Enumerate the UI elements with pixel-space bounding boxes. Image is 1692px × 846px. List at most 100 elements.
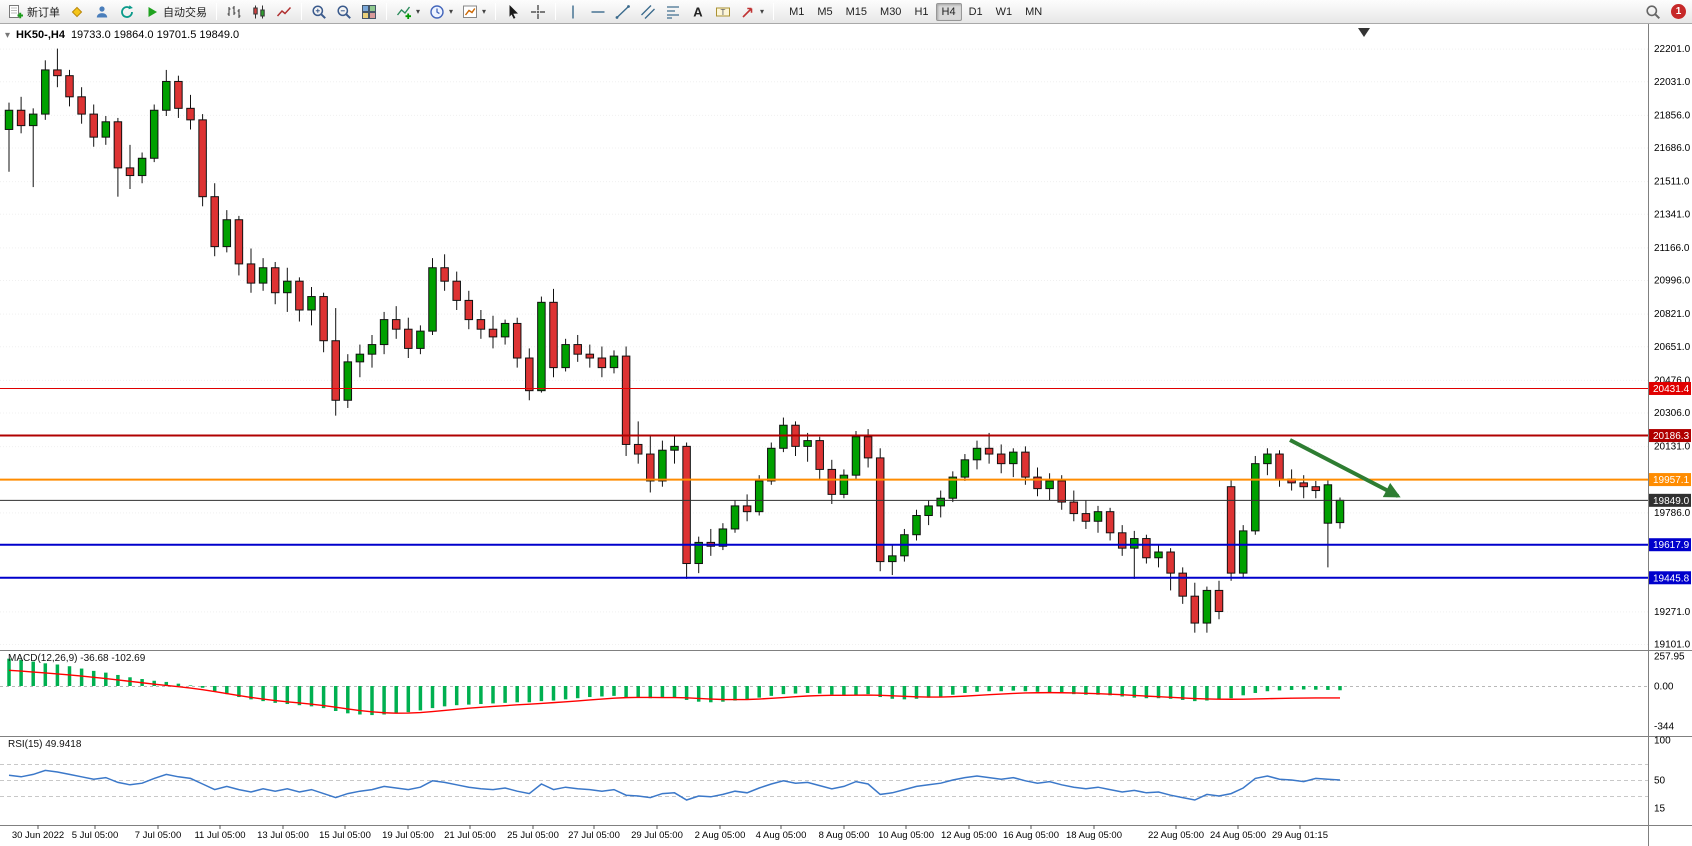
svg-text:22201.0: 22201.0 — [1654, 44, 1691, 55]
text-label-icon: T — [716, 7, 731, 16]
svg-text:19849.0: 19849.0 — [1653, 496, 1690, 507]
timeframe-m1[interactable]: M1 — [789, 5, 805, 18]
new-order-button[interactable]: 新订单 — [4, 2, 64, 22]
periods-button[interactable]: ▾ — [425, 2, 457, 22]
toolbar-separator — [495, 3, 497, 20]
rsi-scale-label: 100 — [1654, 736, 1671, 747]
toolbar-separator — [386, 3, 387, 20]
search-icon — [1646, 4, 1661, 19]
vertical-line-tool-button[interactable] — [561, 2, 585, 22]
tile-windows-button[interactable] — [357, 2, 381, 22]
dropdown-caret-icon: ▾ — [760, 7, 765, 16]
rsi-line — [8, 769, 1341, 801]
svg-text:19101.0: 19101.0 — [1654, 640, 1691, 651]
fibonacci-tool-button[interactable] — [661, 2, 685, 22]
indicators-button[interactable]: ▾ — [392, 2, 424, 22]
svg-text:18 Aug 05:00: 18 Aug 05:00 — [1066, 830, 1122, 841]
macd-indicator-label: MACD(12,26,9) -36.68 -102.69 — [8, 653, 146, 664]
rsi-scale-label: 15 — [1654, 804, 1666, 815]
svg-text:2 Aug 05:00: 2 Aug 05:00 — [695, 830, 746, 841]
svg-text:21511.0: 21511.0 — [1654, 177, 1690, 188]
svg-text:16 Aug 05:00: 16 Aug 05:00 — [1003, 830, 1059, 841]
annotation-arrow[interactable] — [1289, 438, 1401, 498]
price-axis-labels: 22201.0 22031.0 21856.0 21686.0 21511.0 21341… — [1654, 44, 1691, 650]
svg-text:20431.4: 20431.4 — [1653, 384, 1690, 395]
template-icon — [463, 5, 478, 18]
timeframe-h1[interactable]: H1 — [914, 5, 929, 18]
line-chart-mode-button[interactable] — [272, 2, 296, 22]
text-tool-button[interactable]: A — [686, 2, 710, 22]
svg-text:12 Aug 05:00: 12 Aug 05:00 — [941, 830, 997, 841]
autotrading-label: 自动交易 — [163, 6, 207, 19]
svg-text:19 Jul 05:00: 19 Jul 05:00 — [382, 830, 434, 841]
svg-text:21686.0: 21686.0 — [1654, 143, 1691, 154]
tile-windows-icon — [362, 4, 376, 19]
zoom-out-button[interactable] — [332, 2, 356, 22]
autotrading-button[interactable]: 自动交易 — [140, 2, 211, 22]
toolbar: 新订单 自动交易 — [0, 0, 1692, 24]
svg-text:20651.0: 20651.0 — [1654, 342, 1691, 353]
scroll-to-end-marker — [1358, 28, 1370, 37]
svg-text:19445.8: 19445.8 — [1653, 573, 1690, 584]
svg-text:13 Jul 05:00: 13 Jul 05:00 — [257, 830, 309, 841]
channel-tool-button[interactable] — [636, 2, 660, 22]
arrows-tool-button[interactable]: ▾ — [736, 2, 768, 22]
chart-collapse-icon[interactable]: ▾ — [5, 29, 11, 41]
fibonacci-icon — [667, 5, 680, 19]
price-tag — [1649, 493, 1691, 507]
horizontal-line-icon — [591, 10, 605, 13]
text-label-tool-button[interactable]: T — [711, 2, 735, 22]
zoom-in-button[interactable] — [307, 2, 331, 22]
timeframe-mn[interactable]: MN — [1025, 5, 1043, 18]
refresh-button[interactable] — [115, 2, 139, 22]
crosshair-tool-button[interactable] — [526, 2, 550, 22]
macd-scale-label: 0.00 — [1654, 682, 1674, 693]
svg-text:22 Aug 05:00: 22 Aug 05:00 — [1148, 830, 1204, 841]
dropdown-caret-icon: ▾ — [482, 7, 487, 16]
horizontal-levels: 20431.4 20186.3 19957.1 19849.0 19617.9 19445… — [0, 381, 1691, 585]
timeframe-m30[interactable]: M30 — [880, 5, 902, 18]
macd-histogram — [7, 658, 1342, 716]
macd-scale-label: 257.95 — [1654, 652, 1685, 663]
rsi-indicator-label: RSI(15) 49.9418 — [8, 739, 82, 750]
timeframe-w1[interactable]: W1 — [995, 5, 1013, 18]
bar-chart-mode-button[interactable] — [222, 2, 246, 22]
arrow-object-icon — [742, 7, 753, 18]
svg-text:21166.0: 21166.0 — [1654, 243, 1690, 254]
svg-text:A: A — [693, 4, 703, 19]
horizontal-line-tool-button[interactable] — [586, 2, 610, 22]
svg-text:30 Jun 2022: 30 Jun 2022 — [12, 830, 64, 841]
chart-ohlc-values: 19733.0 19864.0 19701.5 19849.0 — [70, 29, 240, 41]
metaeditor-button[interactable] — [65, 2, 89, 22]
svg-text:5 Jul 05:00: 5 Jul 05:00 — [72, 830, 118, 841]
notification-badge[interactable]: 1 — [1671, 4, 1686, 19]
time-axis: 30 Jun 2022 5 Jul 05:00 7 Jul 05:00 11 Jul … — [12, 825, 1328, 841]
macd-scale-label: -344 — [1654, 722, 1674, 733]
svg-text:7 Jul 05:00: 7 Jul 05:00 — [135, 830, 181, 841]
timeframe-d1[interactable]: D1 — [968, 5, 983, 18]
clock-icon — [430, 4, 444, 19]
candlestick-mode-button[interactable] — [247, 2, 271, 22]
trendline-icon — [615, 4, 630, 19]
zoom-in-icon — [312, 4, 326, 19]
templates-button[interactable]: ▾ — [458, 2, 490, 22]
timeframe-m5[interactable]: M5 — [817, 5, 833, 18]
timeframe-m15[interactable]: M15 — [845, 5, 868, 18]
search-button[interactable] — [1641, 2, 1665, 22]
cursor-tool-button[interactable] — [501, 2, 525, 22]
trendline-tool-button[interactable] — [611, 2, 635, 22]
price-tag — [1649, 429, 1691, 443]
svg-text:27 Jul 05:00: 27 Jul 05:00 — [568, 830, 620, 841]
crosshair-icon — [531, 4, 546, 19]
svg-text:20476.0: 20476.0 — [1654, 375, 1691, 386]
timeframe-group: M1 M5 M15 M30 H1 H4 D1 W1 MN — [783, 2, 1048, 21]
timeframe-h4[interactable]: H4 — [935, 2, 962, 21]
diamond-icon — [71, 6, 83, 17]
dropdown-caret-icon: ▾ — [449, 7, 454, 16]
market-watch-button[interactable] — [90, 2, 114, 22]
svg-text:29 Jul 05:00: 29 Jul 05:00 — [631, 830, 683, 841]
zoom-out-icon — [337, 4, 351, 19]
svg-text:20821.0: 20821.0 — [1654, 309, 1691, 320]
